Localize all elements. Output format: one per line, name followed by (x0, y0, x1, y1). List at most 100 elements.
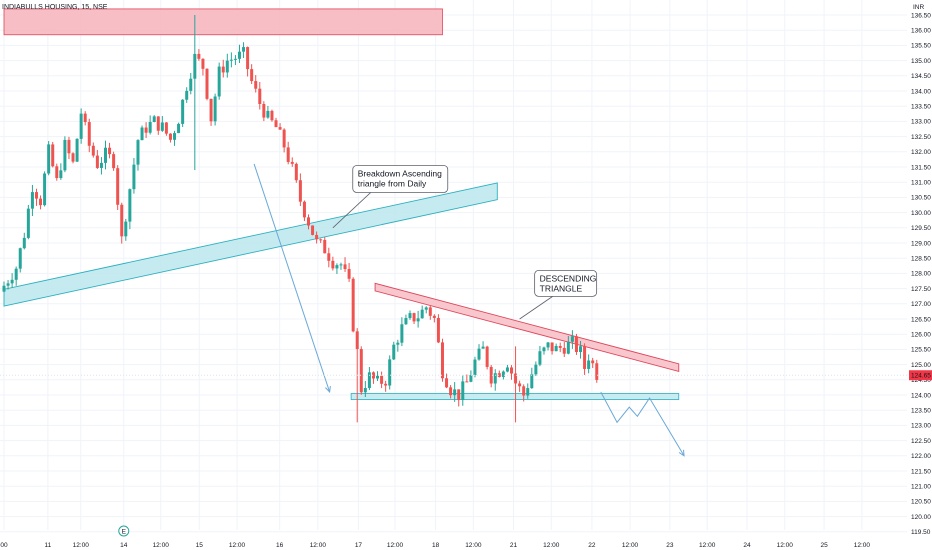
y-tick-label: 124.00 (911, 392, 931, 399)
candle-body (493, 373, 497, 384)
candle-body (510, 367, 513, 374)
y-tick-label: 121.50 (911, 468, 931, 475)
x-tick-label: 22 (588, 542, 596, 549)
breakdown-arrow (253, 163, 331, 393)
candle-body (457, 389, 461, 401)
candle-body (343, 264, 347, 270)
candle-body (534, 364, 538, 375)
candle-body (554, 345, 558, 352)
candle-body (205, 68, 209, 99)
candle-body (469, 375, 473, 382)
candle-body (404, 318, 408, 325)
candle-body (485, 346, 489, 367)
y-tick-label: 126.50 (911, 316, 931, 323)
candle-body (124, 221, 128, 237)
candle-body (79, 113, 83, 139)
candle-body (63, 139, 67, 171)
y-tick-label: 132.00 (911, 149, 931, 156)
candle-body (18, 248, 22, 269)
candle-body (136, 140, 140, 165)
y-tick-label: 120.00 (911, 514, 931, 521)
x-tick-label: 21 (510, 542, 518, 549)
candle-body (173, 133, 177, 140)
candle-body (152, 116, 156, 123)
candle-body (489, 366, 493, 384)
candle-body (323, 239, 327, 254)
candle-body (217, 66, 221, 97)
candle-body (376, 375, 380, 379)
candle-body (595, 363, 599, 380)
candle-body (501, 371, 505, 377)
x-tick-label: 18 (432, 542, 440, 549)
candle-body (39, 198, 43, 206)
descending-callout-pointer (519, 296, 553, 320)
candle-body (371, 372, 375, 379)
candle-body (380, 375, 384, 384)
current-price-badge (909, 370, 932, 381)
candle-body (140, 127, 144, 141)
breakdown-callout-text: triangle from Daily (358, 178, 427, 188)
candle-body (428, 307, 432, 316)
candle-body (367, 372, 371, 389)
y-tick-label: 122.00 (911, 453, 931, 460)
candle-body (75, 138, 79, 162)
y-tick-label: 133.00 (911, 119, 931, 126)
y-tick-label: 125.00 (911, 362, 931, 369)
candle-body (116, 168, 120, 205)
x-tick-label: 12:00 (543, 542, 560, 549)
candle-body (416, 318, 420, 322)
x-tick-label: 12:00 (310, 542, 327, 549)
candle-body (160, 122, 164, 131)
candle-body (347, 269, 351, 279)
y-tick-label: 120.50 (911, 499, 931, 506)
breakdown-arrow-head (325, 385, 331, 394)
x-tick-label: 23 (666, 542, 674, 549)
candle-body (570, 336, 574, 342)
y-tick-label: 136.50 (911, 12, 931, 19)
candle-body (278, 127, 282, 130)
candle-body (270, 110, 274, 121)
y-tick-label: 123.00 (911, 423, 931, 430)
candle-body (246, 47, 250, 70)
y-tick-label: 124.50 (911, 377, 931, 384)
y-tick-label: 121.00 (911, 484, 931, 491)
x-tick-label: 12:00 (699, 542, 716, 549)
candle-body (51, 144, 55, 167)
x-tick-label: 17 (355, 542, 363, 549)
y-tick-label: 131.50 (911, 164, 931, 171)
candle-body (120, 204, 124, 237)
candle-body (530, 374, 534, 389)
candle-body (412, 313, 416, 322)
y-tick-label: 127.00 (911, 301, 931, 308)
candle-body (298, 180, 302, 202)
y-tick-label: 123.50 (911, 408, 931, 415)
projection-arrow-head (678, 449, 685, 457)
candle-body (258, 88, 262, 105)
candle-body (315, 234, 319, 240)
candle-body (95, 155, 99, 168)
candle-body (505, 367, 509, 372)
candle-body (579, 346, 583, 353)
candle-body (59, 170, 63, 179)
candle-body (522, 386, 526, 396)
candle-body (591, 360, 595, 364)
candle-body (481, 346, 485, 349)
y-tick-label: 125.50 (911, 347, 931, 354)
candle-body (87, 122, 91, 146)
earnings-badge-label: E (122, 528, 127, 535)
candle-body (2, 285, 6, 292)
x-tick-label: 12:00 (777, 542, 794, 549)
descending-callout-text: DESCENDING (540, 273, 597, 283)
candle-body (156, 116, 160, 131)
candle-body (574, 336, 578, 353)
candle-body (562, 347, 566, 354)
candle-body (311, 225, 315, 235)
candle-body (473, 359, 477, 376)
descending-resistance-line (374, 282, 680, 373)
breakdown-callout-pointer (332, 192, 372, 229)
candle-body (164, 122, 168, 134)
x-tick-label: 12:00 (622, 542, 639, 549)
candle-body (408, 313, 412, 319)
candle-body (538, 351, 542, 365)
